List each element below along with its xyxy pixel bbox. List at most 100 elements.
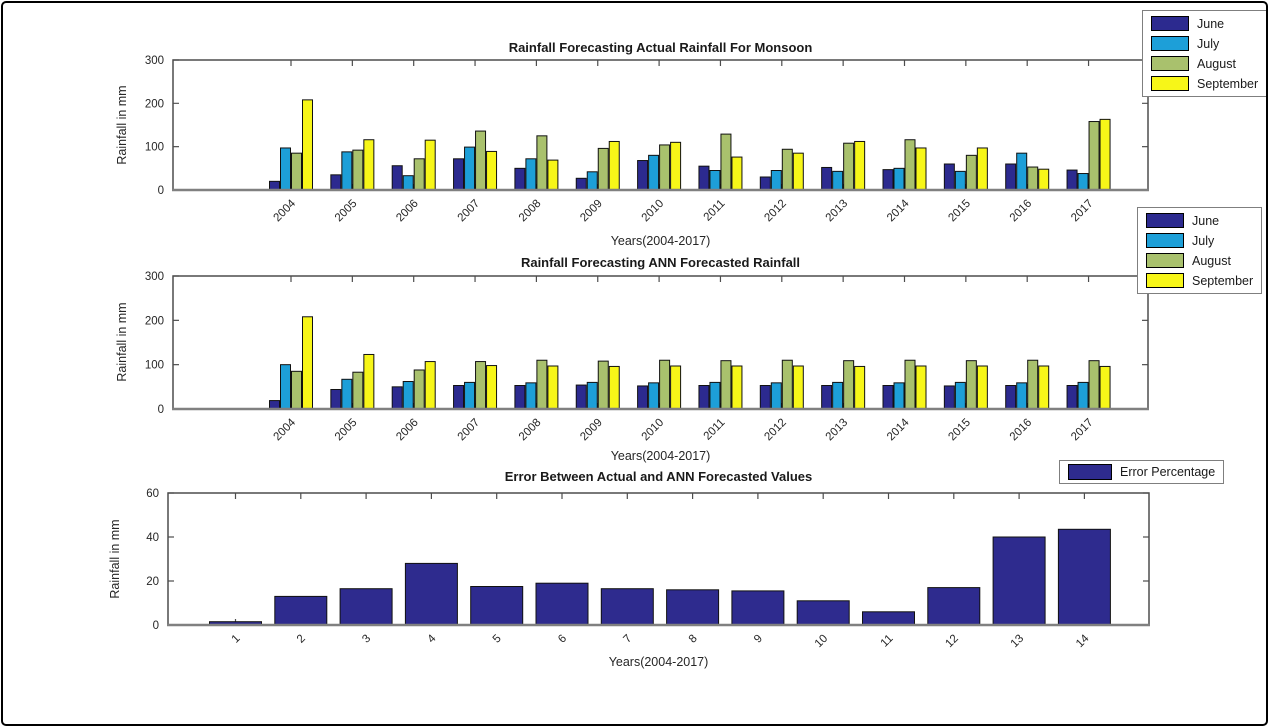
legend-swatch-june — [1151, 16, 1189, 31]
bar-error-percentage-12 — [927, 587, 981, 626]
legend-label: July — [1192, 233, 1215, 248]
legend-error: Error Percentage — [1059, 460, 1225, 484]
bar-july-2010 — [648, 382, 660, 410]
bar-august-2014 — [904, 139, 916, 191]
chart-title-error: Error Between Actual and ANN Forecasted … — [504, 469, 813, 484]
legend-ann: June July August September — [1137, 207, 1263, 294]
y-axis-label-actual: Rainfall in mm — [115, 85, 129, 165]
bar-august-2013 — [843, 360, 855, 410]
bar-august-2006 — [413, 158, 425, 191]
bar-june-2017 — [1066, 385, 1078, 410]
bar-june-2017 — [1066, 169, 1078, 191]
y-tick-label: 20 — [146, 576, 159, 588]
plot-box — [167, 492, 1150, 626]
legend-label: June — [1197, 16, 1225, 31]
x-tick-label: 2 — [295, 633, 308, 646]
legend-label: September — [1192, 273, 1254, 288]
bar-august-2017 — [1088, 121, 1100, 191]
bar-june-2006 — [391, 386, 403, 410]
x-tick-label: 14 — [1074, 632, 1092, 650]
bar-june-2015 — [943, 385, 955, 410]
chart-title-actual: Rainfall Forecasting Actual Rainfall For… — [508, 40, 813, 55]
bar-august-2016 — [1027, 166, 1039, 191]
bar-july-2004 — [280, 364, 291, 410]
bar-july-2015 — [954, 381, 966, 410]
legend-label: August — [1192, 253, 1231, 268]
legend-swatch-august — [1151, 56, 1189, 71]
bar-august-2005 — [352, 149, 364, 191]
legend-label: July — [1197, 36, 1220, 51]
plot-box — [172, 59, 1149, 191]
x-tick-label: 2013 — [824, 417, 851, 444]
x-tick-label: 2013 — [824, 198, 851, 225]
bar-july-2009 — [586, 171, 598, 191]
x-tick-label: 13 — [1009, 633, 1027, 651]
bar-september-2006 — [424, 139, 436, 191]
x-tick-label: 7 — [621, 633, 634, 646]
bar-september-2013 — [854, 140, 866, 191]
bar-july-2011 — [709, 170, 721, 191]
legend-label: August — [1197, 56, 1236, 71]
x-tick-label: 3 — [360, 633, 373, 646]
x-tick-label: 2004 — [272, 416, 299, 443]
legend-swatch-error-percentage — [1068, 464, 1112, 480]
bar-september-2014 — [915, 147, 927, 191]
x-tick-label: 8 — [687, 633, 700, 646]
bar-june-2006 — [391, 165, 403, 191]
bar-july-2013 — [832, 381, 844, 410]
bar-error-percentage-9 — [731, 590, 785, 626]
legend-label: June — [1192, 213, 1220, 228]
x-tick-label: 2014 — [885, 416, 912, 443]
bar-july-2007 — [464, 381, 476, 410]
bar-error-percentage-7 — [600, 588, 654, 626]
bar-june-2010 — [637, 385, 649, 410]
legend-swatch-july — [1146, 233, 1184, 248]
bar-july-2012 — [770, 382, 782, 410]
bar-september-2009 — [608, 365, 620, 410]
bar-july-2015 — [954, 170, 966, 191]
bar-august-2009 — [597, 360, 609, 410]
bar-august-2015 — [965, 360, 977, 410]
bar-august-2012 — [781, 148, 793, 191]
x-tick-label: 2015 — [946, 417, 973, 444]
bar-september-2016 — [1038, 365, 1050, 410]
x-tick-label: 4 — [426, 632, 439, 645]
x-tick-label: 2007 — [456, 417, 483, 444]
bar-august-2013 — [843, 142, 855, 191]
x-axis-label-ann: Years(2004-2017) — [610, 449, 711, 463]
y-tick-label: 60 — [146, 488, 159, 500]
bar-september-2007 — [486, 365, 498, 410]
bar-september-2012 — [792, 152, 804, 191]
bar-july-2006 — [402, 175, 414, 191]
x-tick-label: 2005 — [333, 417, 360, 444]
bar-june-2013 — [821, 166, 833, 191]
x-tick-label: 2008 — [517, 417, 544, 444]
x-tick-label: 11 — [879, 633, 896, 650]
bar-june-2012 — [759, 385, 771, 410]
y-tick-label: 200 — [145, 315, 164, 327]
legend-swatch-july — [1151, 36, 1189, 51]
legend-label: September — [1197, 76, 1259, 91]
bar-june-2004 — [269, 400, 280, 410]
bar-september-2011 — [731, 365, 743, 410]
bar-june-2008 — [514, 167, 526, 191]
bar-september-2011 — [731, 156, 743, 191]
y-tick-label: 100 — [145, 360, 164, 372]
y-tick-label: 0 — [158, 404, 164, 416]
y-tick-label: 100 — [145, 142, 164, 154]
bar-error-percentage-4 — [404, 562, 458, 626]
bar-june-2005 — [330, 388, 342, 410]
x-axis-label-actual: Years(2004-2017) — [610, 234, 711, 248]
bar-july-2014 — [893, 382, 905, 410]
bar-june-2005 — [330, 174, 342, 191]
bar-august-2011 — [720, 360, 732, 410]
x-tick-label: 2017 — [1069, 198, 1096, 225]
y-tick-label: 300 — [145, 271, 164, 283]
bar-june-2007 — [453, 385, 465, 410]
bar-july-2005 — [341, 378, 353, 410]
bar-september-2016 — [1038, 168, 1050, 191]
x-tick-label: 2006 — [394, 198, 421, 225]
y-tick-label: 200 — [145, 98, 164, 110]
x-tick-label: 2004 — [272, 197, 299, 224]
bar-august-2015 — [965, 154, 977, 191]
